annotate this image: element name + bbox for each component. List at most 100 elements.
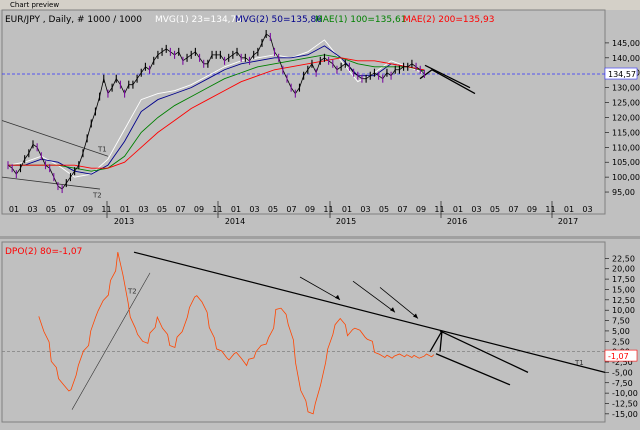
price-x-month-label: 03 [582, 205, 592, 214]
price-legend-entry: MVG(1) 23=134,79 [155, 15, 242, 25]
price-legend-entry: EUR/JPY , Daily, # 1000 / 1000 [5, 15, 142, 25]
price-x-month-label: 01 [9, 205, 19, 214]
price-y-tick-label: 95,00 [612, 188, 635, 197]
price-y-tick-label: 145,00 [612, 39, 640, 48]
price-x-year-label: 2014 [225, 217, 245, 226]
osc-trendline-label: T2 [127, 288, 137, 296]
price-x-month-label: 11 [101, 205, 111, 214]
osc-trendline-label: T1 [574, 359, 584, 367]
osc-y-tick-label: 12,50 [612, 296, 635, 305]
price-x-month-label: 05 [379, 205, 389, 214]
price-series-line [7, 39, 425, 178]
osc-y-tick-label: -10,00 [612, 389, 638, 398]
osc-last-box: -1,07 [604, 349, 638, 362]
osc-legend-entry: DPO(2) 80=-1,07 [5, 247, 82, 257]
price-x-month-label: 01 [453, 205, 463, 214]
price-x-month-label: 07 [175, 205, 185, 214]
panel-divider[interactable] [0, 236, 640, 239]
osc-y-tick-label: -15,00 [612, 410, 638, 419]
price-x-month-label: 07 [508, 205, 518, 214]
price-x-month-label: 05 [46, 205, 56, 214]
price-y-tick-label: 105,00 [612, 158, 640, 167]
osc-series [38, 252, 435, 415]
price-legend-entry: MVG(2) 50=135,86 [235, 15, 322, 25]
price-x-month-label: 09 [83, 205, 93, 214]
price-series-line [8, 54, 425, 172]
price-x-month-label: 01 [231, 205, 241, 214]
osc-arrow-head [335, 294, 340, 300]
price-x-month-label: 11 [323, 205, 333, 214]
osc-y-tick-label: 7,50 [612, 317, 630, 326]
osc-y-tick-label: -2,50 [612, 358, 633, 367]
price-x-month-label: 01 [342, 205, 352, 214]
price-x-month-label: 05 [490, 205, 500, 214]
osc-arrow-line [299, 276, 341, 301]
price-x-month-label: 03 [27, 205, 37, 214]
osc-y-tick-label: -12,50 [612, 399, 638, 408]
price-y-tick-label: 110,00 [612, 143, 640, 152]
osc-y-tick-label: -5,00 [612, 368, 633, 377]
price-trendline-label: T1 [97, 145, 107, 153]
price-x-month-label: 03 [471, 205, 481, 214]
price-x-year-label: 2015 [336, 217, 356, 226]
price-x-month-label: 11 [434, 205, 444, 214]
price-chart[interactable]: 145,00140,00135,00130,00125,00120,00115,… [0, 8, 640, 240]
osc-y-tick-label: 20,00 [612, 265, 635, 274]
osc-plot-area [1, 241, 606, 423]
price-series [7, 29, 425, 194]
price-x-month-label: 05 [157, 205, 167, 214]
price-x-month-label: 07 [397, 205, 407, 214]
price-trendline-label: T2 [92, 192, 102, 200]
price-trendline-t1 [1, 120, 109, 157]
price-plot-area [1, 9, 606, 215]
price-x-month-label: 11 [545, 205, 555, 214]
price-last-box: 134,57 [604, 67, 638, 80]
price-x-year-label: 2013 [114, 217, 134, 226]
price-series-line [8, 57, 425, 169]
price-x-month-label: 03 [138, 205, 148, 214]
osc-y-tick-label: 10,00 [612, 306, 635, 315]
osc-y-tick-label: 22,50 [612, 254, 635, 263]
osc-arrow-line [379, 287, 419, 319]
price-trendline-t2 [1, 176, 101, 190]
osc-arrow-head [413, 313, 418, 319]
osc-y-tick-label: 17,50 [612, 275, 635, 284]
osc-y-tick-label: 15,00 [612, 285, 635, 294]
price-x-month-label: 03 [360, 205, 370, 214]
osc-y-tick-label: 5,00 [612, 327, 630, 336]
price-y-tick-label: 115,00 [612, 128, 640, 137]
price-x-month-label: 07 [64, 205, 74, 214]
price-x-month-label: 03 [249, 205, 259, 214]
price-x-year-label: 2017 [558, 217, 578, 226]
price-x-month-label: 09 [305, 205, 315, 214]
price-trendlines: T1 T2 [1, 64, 476, 200]
price-x-year-label: 2016 [447, 217, 467, 226]
price-last-value: 134,57 [608, 70, 636, 79]
osc-projection-lower [435, 353, 511, 386]
price-legend: EUR/JPY , Daily, # 1000 / 1000 MVG(1) 23=… [5, 15, 494, 25]
price-x-month-label: 01 [564, 205, 574, 214]
osc-arrow-line [352, 280, 396, 313]
osc-y-tick-label: -7,50 [612, 379, 633, 388]
price-y-axis: 145,00140,00135,00130,00125,00120,00115,… [605, 39, 640, 197]
osc-projection-upper [439, 330, 529, 373]
price-x-month-label: 09 [416, 205, 426, 214]
price-projection-upper [424, 64, 471, 89]
price-x-month-label: 11 [212, 205, 222, 214]
price-y-tick-label: 125,00 [612, 99, 640, 108]
osc-last-box-rect [604, 349, 638, 362]
price-x-month-label: 09 [527, 205, 537, 214]
osc-series-line [38, 252, 435, 415]
osc-trendline-t1 [133, 251, 606, 373]
price-legend-entry: MAE(1) 100=135,61 [315, 15, 406, 25]
osc-projection-cap [429, 330, 443, 352]
price-y-tick-label: 120,00 [612, 113, 640, 122]
price-x-month-label: 07 [286, 205, 296, 214]
window-title: Chart preview [0, 0, 640, 10]
price-y-tick-label: 130,00 [612, 84, 640, 93]
price-last-box-rect [604, 67, 638, 80]
price-x-month-label: 05 [268, 205, 278, 214]
